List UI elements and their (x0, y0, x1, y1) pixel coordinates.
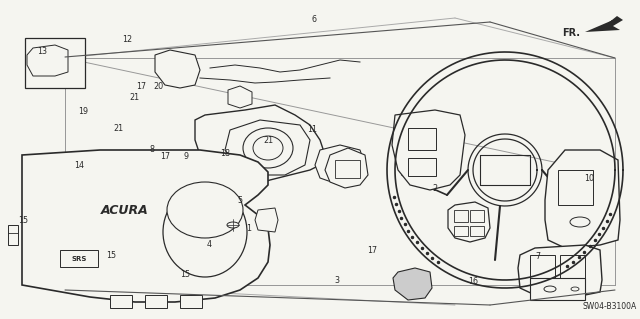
Text: 5: 5 (237, 197, 243, 205)
Bar (470, 210, 484, 222)
Text: 9: 9 (183, 152, 188, 161)
Polygon shape (135, 175, 180, 220)
Ellipse shape (167, 182, 243, 238)
Bar (530, 278, 585, 300)
Polygon shape (392, 110, 465, 190)
Bar (335, 160, 360, 178)
Polygon shape (180, 295, 202, 308)
Circle shape (570, 217, 590, 227)
Text: 16: 16 (468, 277, 479, 286)
Text: 21: 21 (129, 93, 140, 102)
Text: 18: 18 (220, 149, 230, 158)
Circle shape (544, 286, 556, 292)
Polygon shape (393, 268, 432, 300)
Text: 17: 17 (136, 82, 146, 91)
Bar (530, 255, 555, 280)
Bar (454, 210, 468, 222)
Text: 4: 4 (206, 240, 211, 249)
Ellipse shape (243, 128, 293, 168)
Text: 11: 11 (307, 125, 317, 134)
Polygon shape (518, 245, 602, 295)
Text: 6: 6 (311, 15, 316, 24)
Polygon shape (155, 50, 200, 88)
Text: 15: 15 (19, 216, 29, 225)
Text: FR.: FR. (562, 28, 580, 38)
Circle shape (227, 222, 239, 228)
Bar (560, 255, 585, 280)
Polygon shape (315, 145, 365, 185)
Bar (408, 128, 436, 150)
Polygon shape (8, 225, 18, 245)
Text: 1: 1 (246, 224, 251, 233)
Text: 8: 8 (150, 145, 155, 154)
Polygon shape (225, 120, 310, 175)
Text: 17: 17 (160, 152, 170, 161)
Polygon shape (325, 148, 368, 188)
Polygon shape (27, 45, 68, 76)
Text: ACURA: ACURA (101, 204, 149, 217)
Text: 10: 10 (584, 174, 594, 183)
Polygon shape (22, 150, 270, 302)
Polygon shape (145, 295, 167, 308)
Text: 13: 13 (37, 47, 47, 56)
Bar (60, 250, 98, 267)
Polygon shape (545, 150, 620, 248)
Text: 15: 15 (106, 251, 116, 260)
Bar (470, 226, 484, 236)
Text: 21: 21 (264, 136, 274, 145)
Text: 19: 19 (78, 107, 88, 116)
Polygon shape (110, 295, 132, 308)
Polygon shape (255, 208, 278, 232)
Polygon shape (585, 16, 623, 32)
Text: 14: 14 (74, 161, 84, 170)
Polygon shape (448, 202, 490, 242)
Polygon shape (228, 86, 252, 108)
Bar (408, 158, 436, 176)
Polygon shape (195, 105, 325, 185)
Text: 12: 12 (122, 35, 132, 44)
Circle shape (111, 151, 129, 160)
Text: 21: 21 (113, 124, 124, 133)
Bar (25, 38, 85, 88)
Text: 7: 7 (535, 252, 540, 261)
Ellipse shape (253, 136, 283, 160)
Text: 2: 2 (433, 184, 438, 193)
Bar (454, 226, 468, 236)
Text: SW04-B3100A: SW04-B3100A (582, 302, 637, 311)
Text: 15: 15 (180, 271, 191, 279)
Text: 20: 20 (154, 82, 164, 91)
Text: SRS: SRS (71, 256, 86, 262)
Ellipse shape (163, 187, 247, 277)
Text: 3: 3 (335, 276, 340, 285)
Text: 17: 17 (367, 246, 378, 255)
Bar (558, 170, 593, 205)
